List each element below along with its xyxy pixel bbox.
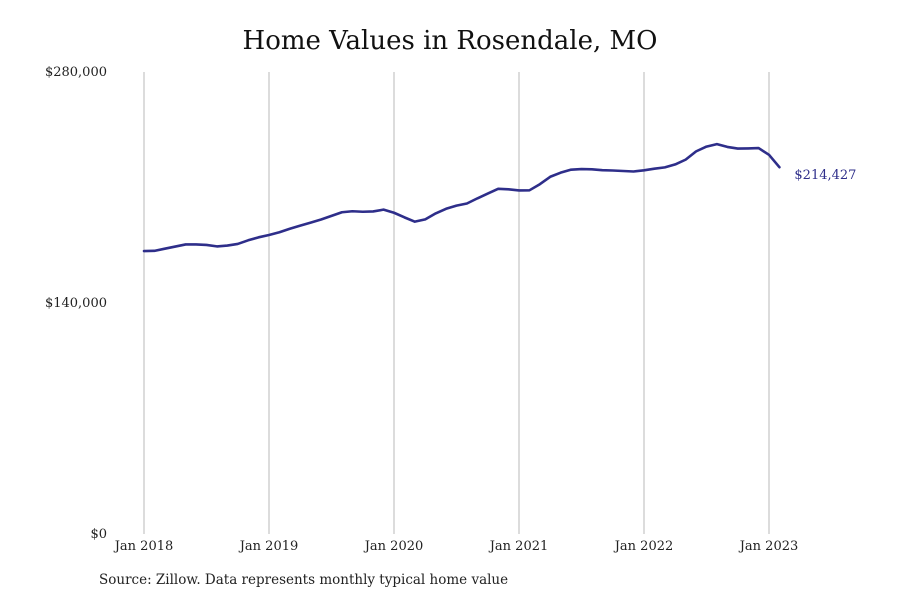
x-tick-label: Jan 2018 xyxy=(113,539,174,554)
y-tick-label: $280,000 xyxy=(45,65,107,80)
source-note: Source: Zillow. Data represents monthly … xyxy=(99,572,509,588)
gridlines xyxy=(143,72,770,534)
x-tick-label: Jan 2020 xyxy=(363,539,424,554)
y-tick-label: $140,000 xyxy=(45,296,107,311)
x-tick-label: Jan 2021 xyxy=(488,539,549,554)
y-tick-label: $0 xyxy=(90,527,107,542)
y-axis-ticks: $280,000 $140,000 $0 xyxy=(45,65,107,542)
end-value-label: $214,427 xyxy=(794,168,856,183)
x-tick-label: Jan 2019 xyxy=(238,539,299,554)
chart-title: Home Values in Rosendale, MO xyxy=(242,26,658,56)
x-tick-label: Jan 2023 xyxy=(738,539,799,554)
x-axis-ticks: Jan 2018 Jan 2019 Jan 2020 Jan 2021 Jan 2022… xyxy=(113,539,799,554)
series-line-home-value xyxy=(142,142,781,253)
x-tick-label: Jan 2022 xyxy=(613,539,674,554)
